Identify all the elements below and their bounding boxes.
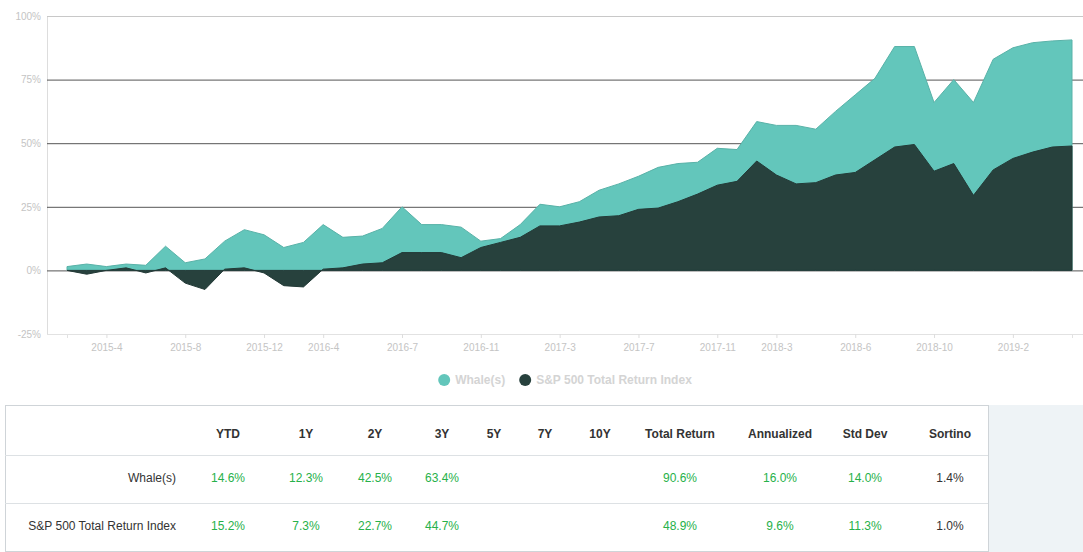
x-tick-label: 2015-8 [170, 342, 202, 353]
table-cell: 7.3% [292, 519, 320, 533]
y-tick-label: -25% [18, 329, 41, 340]
table-cell: 42.5% [358, 471, 392, 485]
x-tick: 2017-11 [700, 334, 736, 353]
table-cell: 9.6% [766, 519, 794, 533]
area [67, 144, 1072, 289]
plot-area [67, 40, 1072, 290]
x-tick-label: 2016-11 [463, 342, 499, 353]
y-axis: -25% 0% 25% 50% 75% 100% [15, 11, 1083, 340]
x-tick: 2016-7 [387, 334, 419, 353]
x-tick: 2019-2 [998, 334, 1030, 353]
tick-mark [638, 334, 639, 338]
x-tick-label: 2016-4 [308, 342, 340, 353]
y-tick-label: 75% [21, 74, 41, 85]
table: YTD 1Y 2Y 3Y 5Y 7Y 10Y Total Return Annualized St… [28, 427, 971, 533]
table-cell: 22.7% [358, 519, 392, 533]
tick-mark [560, 334, 561, 338]
table-header: Total Return [645, 427, 715, 441]
table-cell: 44.7% [425, 519, 459, 533]
tick-mark [264, 334, 265, 338]
legend-marker [519, 374, 531, 386]
tick-mark [106, 334, 107, 338]
x-tick-label: 2016-7 [387, 342, 419, 353]
table-row-line [5, 455, 988, 456]
y-tick-label: 0% [27, 265, 42, 276]
x-tick: 2015-8 [170, 334, 202, 353]
x-tick-label: 2018-3 [761, 342, 793, 353]
table-header: 1Y [299, 427, 314, 441]
table-header: 5Y [487, 427, 502, 441]
tick-mark [481, 334, 482, 338]
x-axis-line [68, 335, 1073, 339]
x-tick-label: 2015-12 [246, 342, 283, 353]
legend: Whale(s) S&P 500 Total Return Index [438, 373, 692, 387]
x-tick-label: 2019-2 [998, 342, 1030, 353]
x-tick: 2018-6 [840, 334, 872, 353]
x-tick: 2018-3 [761, 334, 793, 353]
tick-mark [855, 334, 856, 338]
table-header: Annualized [748, 427, 812, 441]
table-header: Sortino [929, 427, 971, 441]
table-cell: 16.0% [763, 471, 797, 485]
x-tick: 2017-3 [545, 334, 577, 353]
table-frame [6, 406, 989, 552]
x-tick-label: 2018-10 [916, 342, 953, 353]
table-header: YTD [216, 427, 240, 441]
legend-item: S&P 500 Total Return Index [519, 373, 692, 387]
table-header: Std Dev [843, 427, 888, 441]
x-tick-label: 2017-11 [700, 342, 736, 353]
side-panel [988, 405, 1083, 552]
y-tick: -25% [18, 329, 1083, 340]
table-header: 2Y [368, 427, 383, 441]
table-row-label: Whale(s) [128, 471, 176, 485]
tick-mark [323, 334, 324, 338]
legend-label: S&P 500 Total Return Index [536, 373, 692, 387]
y-tick-label: 25% [21, 202, 41, 213]
table-cell: 1.0% [936, 519, 964, 533]
tick-mark [1013, 334, 1014, 338]
x-tick-label: 2017-7 [623, 342, 655, 353]
x-tick: 2015-4 [91, 334, 123, 353]
legend-item: Whale(s) [438, 373, 505, 387]
tick-mark [185, 334, 186, 338]
table-cell: 1.4% [936, 471, 964, 485]
table-row-line [5, 503, 988, 504]
table-cell: 90.6% [663, 471, 697, 485]
table-header: 10Y [589, 427, 610, 441]
x-axis: 2015-4 2015-8 2015-12 2016-4 2016-7 2016-11 20… [68, 334, 1073, 353]
table-cell: 12.3% [289, 471, 323, 485]
table-cell: 48.9% [663, 519, 697, 533]
x-tick: 2015-12 [246, 334, 283, 353]
tick-mark [934, 334, 935, 338]
legend-label: Whale(s) [455, 373, 505, 387]
x-tick: 2018-10 [916, 334, 953, 353]
chart-svg: -25%0%25%50%75%100%2015-42015-82015-1220… [0, 0, 1083, 552]
x-tick-label: 2015-4 [91, 342, 123, 353]
y-axis-line [48, 17, 1083, 335]
grid-line [47, 16, 1083, 17]
x-tick: 2017-7 [623, 334, 655, 353]
x-tick: 2016-4 [308, 334, 340, 353]
table-header: 7Y [538, 427, 553, 441]
x-tick-label: 2017-3 [545, 342, 577, 353]
y-tick-label: 100% [15, 11, 41, 22]
grid-line [47, 80, 1083, 81]
legend-marker [438, 374, 450, 386]
tick-mark [776, 334, 777, 338]
table-cell: 63.4% [425, 471, 459, 485]
x-tick: 2016-11 [463, 334, 499, 353]
tick-mark [717, 334, 718, 338]
table-cell: 14.6% [211, 471, 245, 485]
table-cell: 14.0% [848, 471, 882, 485]
table-row-label: S&P 500 Total Return Index [28, 519, 176, 533]
table-cell: 15.2% [211, 519, 245, 533]
tick-mark [402, 334, 403, 338]
table-header: 3Y [435, 427, 450, 441]
y-tick: 100% [15, 11, 1083, 22]
table-cell: 11.3% [848, 519, 881, 533]
x-tick-label: 2018-6 [840, 342, 872, 353]
y-tick-label: 50% [21, 138, 41, 149]
